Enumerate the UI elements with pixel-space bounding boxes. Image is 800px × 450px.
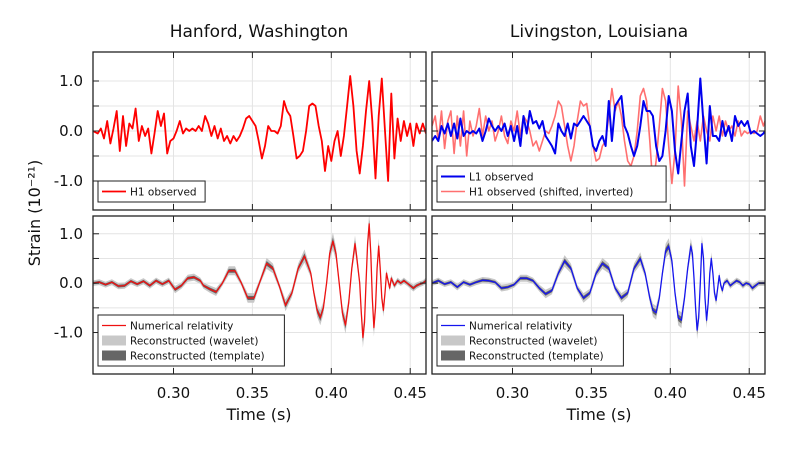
- legend: Numerical relativity Reconstructed (wavel…: [97, 314, 285, 367]
- column-title-livingston: Livingston, Louisiana: [510, 22, 688, 42]
- panel-frame: [431, 215, 766, 375]
- legend-entry-label: H1 observed (shifted, inverted): [469, 187, 633, 199]
- panel-hanford-observed: 1.0 0.0 -1.0 H1 observed: [54, 51, 427, 211]
- x-tick-label: 0.35: [575, 384, 608, 402]
- legend-swatch: [102, 350, 126, 361]
- series-line-l1-observed: [432, 77, 765, 175]
- legend-box: [97, 314, 285, 367]
- x-tick-label: 0.40: [654, 384, 687, 402]
- legend: L1 observed H1 observed (shifted, inverte…: [436, 165, 667, 203]
- panel-livingston-observed: L1 observed H1 observed (shifted, inverte…: [431, 51, 766, 211]
- legend-box: [436, 314, 624, 367]
- legend-entry-label: L1 observed: [469, 172, 534, 184]
- x-axis-label-left: Time (s): [225, 405, 291, 424]
- legend: H1 observed: [97, 180, 206, 203]
- x-axis-label-right: Time (s): [565, 405, 631, 424]
- legend-entry-label: Numerical relativity: [130, 321, 233, 333]
- x-tick-label: 0.30: [157, 384, 190, 402]
- plot-area: [93, 216, 426, 348]
- x-tick-label: 0.30: [496, 384, 529, 402]
- legend-entry-label: Numerical relativity: [469, 321, 572, 333]
- plot-area: [432, 77, 765, 187]
- y-tick-label: 0.0: [59, 122, 83, 140]
- x-tick-label: 0.35: [236, 384, 269, 402]
- y-tick-label: 1.0: [59, 225, 83, 243]
- series-line-numerical-relativity: [432, 243, 765, 331]
- legend-swatch: [102, 335, 126, 346]
- legend-entry-label: Reconstructed (wavelet): [469, 336, 597, 348]
- legend-entry-label: Reconstructed (wavelet): [130, 336, 258, 348]
- series-line-h1-observed: [93, 75, 426, 182]
- x-tick-label: 0.45: [394, 384, 427, 402]
- y-axis-label: Strain (10⁻²¹): [25, 160, 44, 267]
- plot-area: [93, 75, 426, 182]
- y-tick-label: -1.0: [54, 324, 83, 342]
- plot-area: [432, 235, 765, 340]
- x-tick-label: 0.45: [733, 384, 766, 402]
- y-tick-label: 0.0: [59, 274, 83, 292]
- panel-frame: [92, 215, 427, 375]
- legend-swatch: [441, 335, 465, 346]
- x-tick-label: 0.40: [315, 384, 348, 402]
- legend-entry-label: H1 observed: [130, 187, 197, 199]
- y-tick-label: 1.0: [59, 72, 83, 90]
- legend-entry-label: Reconstructed (template): [130, 351, 265, 363]
- legend-swatch: [441, 350, 465, 361]
- column-title-hanford: Hanford, Washington: [170, 22, 349, 42]
- legend-box: [97, 180, 206, 203]
- legend: Numerical relativity Reconstructed (wavel…: [436, 314, 624, 367]
- legend-box: [436, 165, 667, 203]
- legend-entry-label: Reconstructed (template): [469, 351, 604, 363]
- panel-hanford-reconstructed: 1.0 0.0 -1.0 0.30 0.35 0.40 0.45 Numerical rela…: [54, 215, 427, 402]
- y-tick-label: -1.0: [54, 172, 83, 190]
- panel-livingston-reconstructed: 0.30 0.35 0.40 0.45 Numerical relativity Reco…: [431, 215, 766, 402]
- series-line-numerical-relativity: [93, 223, 426, 339]
